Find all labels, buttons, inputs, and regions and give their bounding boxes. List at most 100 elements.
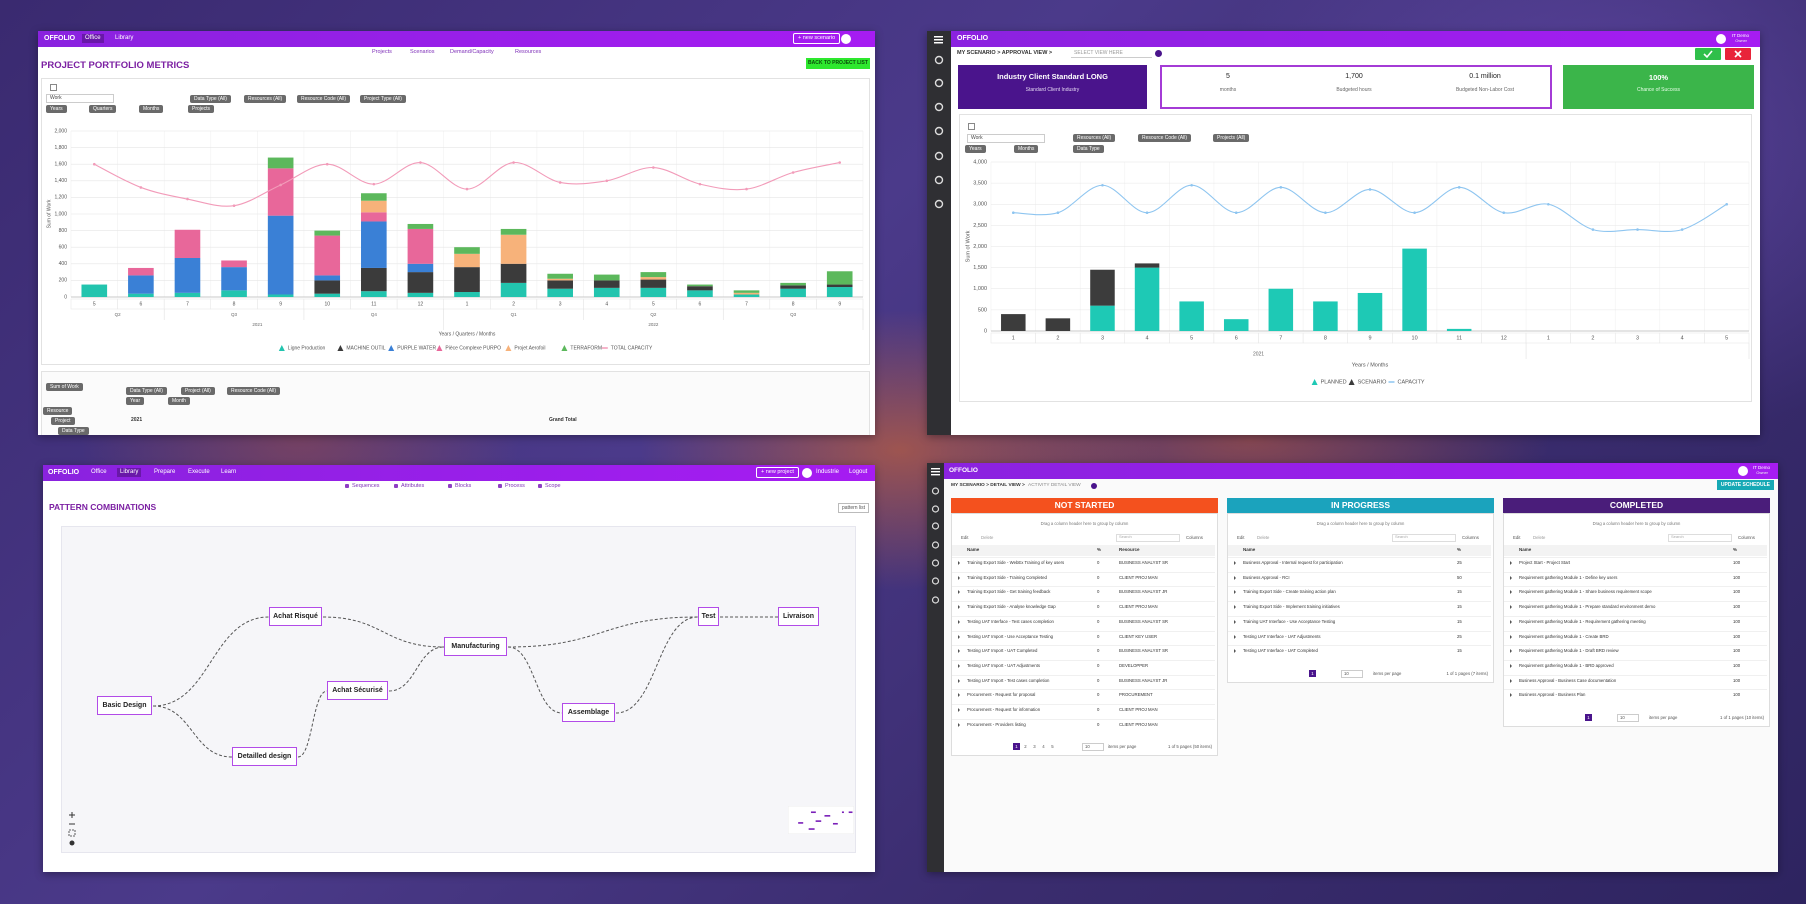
- tab[interactable]: Process: [505, 483, 525, 489]
- filter-chip[interactable]: Resources (All): [1073, 134, 1116, 142]
- nav-item[interactable]: Office: [91, 469, 107, 475]
- column-title[interactable]: %: [1733, 547, 1738, 552]
- list-button[interactable]: pattern list: [838, 503, 870, 513]
- column-title[interactable]: %: [1097, 547, 1102, 552]
- filter-chip[interactable]: Project Type (All): [360, 95, 406, 103]
- row-chip[interactable]: Data Type: [58, 427, 89, 435]
- tab[interactable]: Demand/Capacity: [450, 49, 494, 55]
- column-title[interactable]: Name: [1243, 547, 1256, 552]
- expand-arrow[interactable]: [1234, 605, 1236, 610]
- node[interactable]: Livraison: [778, 607, 819, 626]
- nav-item[interactable]: Library: [115, 35, 134, 41]
- filter-chip[interactable]: Quarters: [89, 105, 117, 113]
- filter-chip[interactable]: Months: [139, 105, 164, 113]
- page-button[interactable]: 2: [1024, 744, 1027, 749]
- expand-arrow[interactable]: [1510, 693, 1512, 698]
- filter-chip[interactable]: Data Type: [1073, 145, 1104, 153]
- expand-arrow[interactable]: [1510, 590, 1512, 595]
- expand-arrow[interactable]: [1234, 575, 1236, 580]
- expand-arrow[interactable]: [1234, 649, 1236, 654]
- column-title[interactable]: Name: [1519, 547, 1532, 552]
- view-select[interactable]: SELECT VIEW HERE: [1071, 49, 1152, 58]
- expand-arrow[interactable]: [958, 708, 960, 712]
- page-button[interactable]: 1: [1585, 714, 1592, 721]
- columns-button[interactable]: Columns: [1738, 535, 1755, 540]
- column-title[interactable]: Name: [967, 547, 980, 552]
- search-box[interactable]: Search: [1668, 534, 1732, 542]
- column-title[interactable]: Resource: [1119, 547, 1140, 552]
- page-button[interactable]: 1: [1013, 743, 1020, 750]
- page-button[interactable]: 4: [1042, 744, 1045, 749]
- node[interactable]: Manufacturing: [444, 637, 507, 656]
- expand-arrow[interactable]: [958, 575, 960, 580]
- page-button[interactable]: 3: [1033, 744, 1036, 749]
- filter-chip[interactable]: Resource Code (All): [227, 387, 281, 395]
- expand-arrow[interactable]: [958, 693, 960, 698]
- columns-button[interactable]: Columns: [1462, 535, 1479, 540]
- tab[interactable]: Resources: [515, 49, 542, 55]
- filter-chip[interactable]: Resource Code (All): [297, 95, 351, 103]
- filter-chip[interactable]: Projects (All): [1213, 134, 1250, 142]
- expand-arrow[interactable]: [958, 619, 960, 624]
- page-size[interactable]: 10: [1082, 743, 1104, 751]
- expand-arrow[interactable]: [1510, 605, 1512, 610]
- tab[interactable]: Blocks: [455, 483, 472, 489]
- filter-chip[interactable]: Project (All): [181, 387, 215, 395]
- page-size[interactable]: 10: [1617, 714, 1639, 722]
- expand-arrow[interactable]: [1234, 590, 1236, 595]
- expand-arrow[interactable]: [958, 590, 960, 595]
- edit-button[interactable]: Edit: [961, 535, 969, 540]
- filter-chip[interactable]: Resource Code (All): [1138, 134, 1192, 142]
- expand-arrow[interactable]: [1234, 634, 1236, 639]
- nav-item[interactable]: Prepare: [154, 469, 176, 475]
- new-button[interactable]: + new scenario: [793, 33, 841, 44]
- logout[interactable]: Logout: [849, 469, 868, 475]
- edit-button[interactable]: Edit: [1513, 535, 1521, 540]
- tab[interactable]: Sequences: [352, 483, 380, 489]
- nav-item[interactable]: Office: [82, 34, 104, 44]
- expand-arrow[interactable]: [958, 678, 960, 683]
- node[interactable]: Achat Risqué: [269, 607, 322, 626]
- expand-arrow[interactable]: [1510, 634, 1512, 639]
- node[interactable]: Achat Sécurisé: [327, 681, 388, 700]
- node[interactable]: Detailled design: [232, 747, 297, 766]
- chart-select[interactable]: Work: [967, 134, 1045, 143]
- expand-arrow[interactable]: [958, 649, 960, 654]
- column-title[interactable]: %: [1457, 547, 1462, 552]
- measure-chip[interactable]: Sum of Work: [46, 383, 83, 391]
- view-select[interactable]: Work: [46, 94, 114, 103]
- node[interactable]: Assemblage: [562, 703, 615, 722]
- expand-arrow[interactable]: [958, 663, 960, 668]
- expand-arrow[interactable]: [1234, 619, 1236, 624]
- expand-arrow[interactable]: [1510, 561, 1512, 565]
- back-button[interactable]: BACK TO PROJECT LIST: [806, 58, 870, 69]
- expand-arrow[interactable]: [958, 561, 960, 565]
- edit-button[interactable]: Edit: [1237, 535, 1245, 540]
- nav-item[interactable]: Execute: [188, 469, 210, 475]
- approve-button[interactable]: [1695, 48, 1721, 60]
- column-chip[interactable]: Year: [126, 397, 145, 405]
- page-size[interactable]: 10: [1341, 670, 1363, 678]
- filter-chip[interactable]: Months: [1014, 145, 1039, 153]
- filter-chip[interactable]: Resources (All): [244, 95, 287, 103]
- column-chip[interactable]: Month: [168, 397, 190, 405]
- page-button[interactable]: 5: [1051, 744, 1054, 749]
- search-box[interactable]: Search: [1392, 534, 1456, 542]
- filter-chip[interactable]: Data Type (All): [190, 95, 231, 103]
- filter-chip[interactable]: Projects: [188, 105, 215, 113]
- search-box[interactable]: Search: [1116, 534, 1180, 542]
- tab[interactable]: Projects: [372, 49, 392, 55]
- user-menu[interactable]: Industrie: [816, 469, 840, 475]
- row-chip[interactable]: Resource: [43, 407, 73, 415]
- delete-button[interactable]: Delete: [1257, 535, 1270, 540]
- delete-button[interactable]: Delete: [981, 535, 994, 540]
- filter-chip[interactable]: Data Type (All): [126, 387, 167, 395]
- expand-arrow[interactable]: [1510, 649, 1512, 654]
- update-button[interactable]: UPDATE SCHEDULE: [1716, 480, 1774, 490]
- node[interactable]: Test: [698, 607, 719, 626]
- new-button[interactable]: + new project: [756, 467, 799, 478]
- tab[interactable]: Scenarios: [410, 49, 435, 55]
- filter-chip[interactable]: Years: [965, 145, 986, 153]
- expand-arrow[interactable]: [1510, 619, 1512, 624]
- expand-arrow[interactable]: [958, 605, 960, 610]
